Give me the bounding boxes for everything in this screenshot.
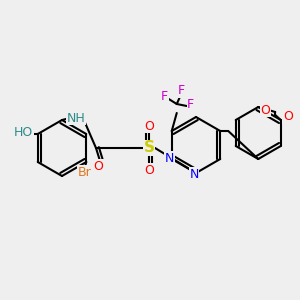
Text: F: F: [187, 98, 194, 110]
Text: O: O: [144, 164, 154, 176]
Text: O: O: [260, 103, 270, 116]
Text: NH: NH: [67, 112, 85, 124]
Text: O: O: [93, 160, 103, 172]
Text: Br: Br: [77, 166, 91, 178]
Text: O: O: [283, 110, 293, 124]
Text: S: S: [143, 140, 155, 155]
Text: O: O: [144, 119, 154, 133]
Text: N: N: [165, 152, 174, 164]
Text: HO: HO: [14, 125, 33, 139]
Text: N: N: [189, 167, 199, 181]
Text: F: F: [178, 85, 185, 98]
Text: F: F: [161, 91, 168, 103]
